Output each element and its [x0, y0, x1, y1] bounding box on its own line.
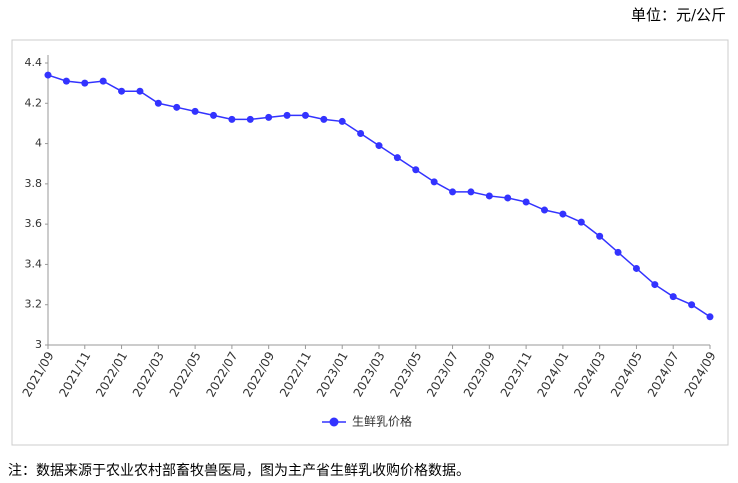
point [62, 77, 70, 85]
point [393, 154, 401, 162]
y-tick-label: 3 [35, 338, 42, 351]
x-tick-label: 2022/01 [93, 349, 130, 399]
x-tick-label: 2024/03 [571, 349, 608, 399]
x-tick-label: 2022/07 [203, 349, 240, 399]
point [375, 142, 383, 150]
point [632, 264, 640, 272]
x-tick-label: 2023/01 [314, 349, 351, 399]
x-tick-label: 2023/05 [387, 349, 424, 399]
point [136, 87, 144, 95]
point [357, 130, 365, 137]
y-tick-label: 4 [35, 137, 42, 150]
point [596, 232, 604, 240]
y-tick-label: 3.6 [25, 217, 43, 230]
point [246, 115, 254, 123]
point [118, 87, 126, 95]
x-tick-label: 2023/11 [498, 349, 535, 399]
point [283, 111, 291, 119]
point [577, 218, 585, 226]
point [81, 79, 89, 87]
x-tick-label: 2022/03 [130, 349, 167, 399]
point [688, 301, 696, 309]
x-tick-label: 2022/11 [277, 349, 314, 399]
x-tick-label: 2023/03 [351, 349, 388, 399]
x-tick-label: 2023/09 [461, 349, 498, 399]
point [467, 188, 475, 196]
point [706, 313, 714, 321]
note: 注：数据来源于农业农村部畜牧兽医局，图为主产省生鲜乳收购价格数据。 [8, 463, 470, 479]
chart-frame [11, 39, 729, 446]
point [154, 99, 162, 107]
point [504, 194, 512, 202]
point [430, 178, 438, 186]
legend-label: 生鲜乳价格 [352, 414, 412, 429]
point [228, 115, 236, 123]
x-tick-label: 2021/09 [20, 349, 57, 399]
y-tick-label: 3.2 [25, 298, 43, 311]
point [522, 198, 530, 206]
point [449, 188, 457, 196]
point [44, 71, 52, 79]
x-tick-label: 2022/05 [167, 349, 204, 399]
point [669, 293, 677, 301]
point [320, 115, 328, 123]
x-tick-label: 2024/07 [645, 349, 682, 399]
point [173, 103, 181, 111]
legend-marker [329, 417, 339, 427]
point [301, 111, 309, 119]
x-tick-label: 2024/09 [682, 349, 719, 399]
y-tick-label: 4.4 [25, 56, 43, 69]
point [191, 107, 199, 115]
y-tick-label: 4.2 [25, 96, 43, 109]
point [485, 192, 493, 200]
point [651, 281, 659, 289]
unit-label: 单位：元/公斤 [630, 6, 726, 24]
point [338, 117, 346, 125]
x-tick-label: 2021/11 [56, 349, 93, 399]
point [412, 166, 420, 174]
point [265, 113, 273, 121]
y-tick-label: 3.4 [25, 257, 43, 270]
line [47, 74, 711, 318]
point [614, 248, 622, 256]
point [210, 111, 217, 119]
x-tick-label: 2023/07 [424, 349, 461, 399]
x-tick-label: 2022/09 [240, 349, 277, 399]
x-tick-label: 2024/05 [608, 349, 645, 399]
point [559, 210, 567, 218]
x-tick-label: 2024/01 [534, 349, 571, 399]
point [541, 206, 548, 214]
y-tick-label: 3.8 [25, 177, 43, 190]
point [99, 77, 107, 85]
